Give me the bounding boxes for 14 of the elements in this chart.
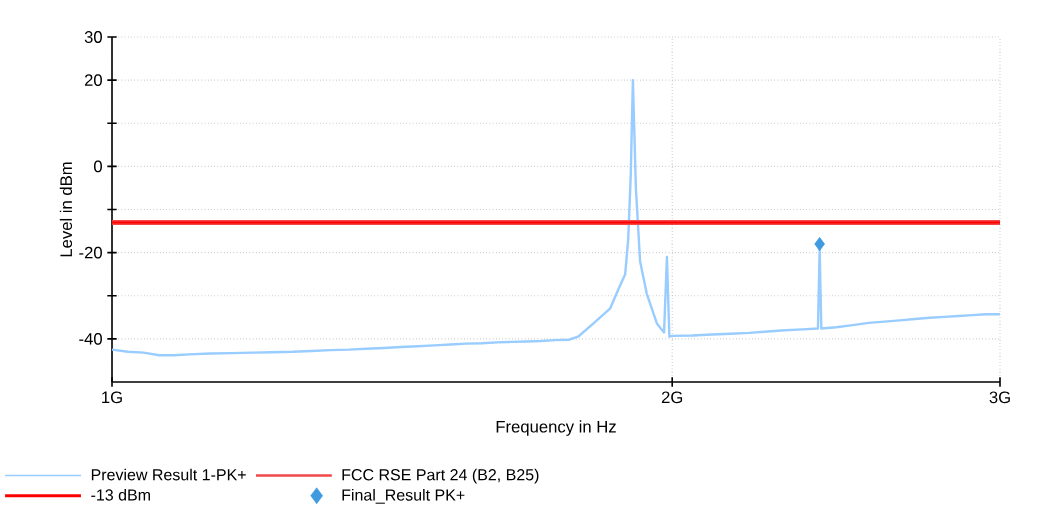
x-tick-label: 2G	[661, 391, 683, 404]
legend-label: -13 dBm	[91, 488, 150, 501]
x-tick-label: 1G	[102, 391, 122, 404]
x-axis-title: Frequency in Hz	[496, 420, 616, 436]
y-tick-label: 0	[94, 160, 102, 173]
legend-label: Preview Result 1-PK+	[91, 468, 246, 481]
y-axis-title: Level in dBm	[59, 162, 73, 257]
x-tick-label: 3G	[989, 391, 1010, 404]
legend-label: FCC RSE Part 24 (B2, B25)	[342, 468, 539, 484]
y-tick-label: 30	[84, 31, 102, 43]
y-tick-label: -40	[79, 332, 102, 345]
y-tick-label: -20	[79, 246, 102, 259]
legend-label: Final_Result PK+	[342, 488, 465, 504]
y-tick-label: 20	[84, 74, 102, 87]
